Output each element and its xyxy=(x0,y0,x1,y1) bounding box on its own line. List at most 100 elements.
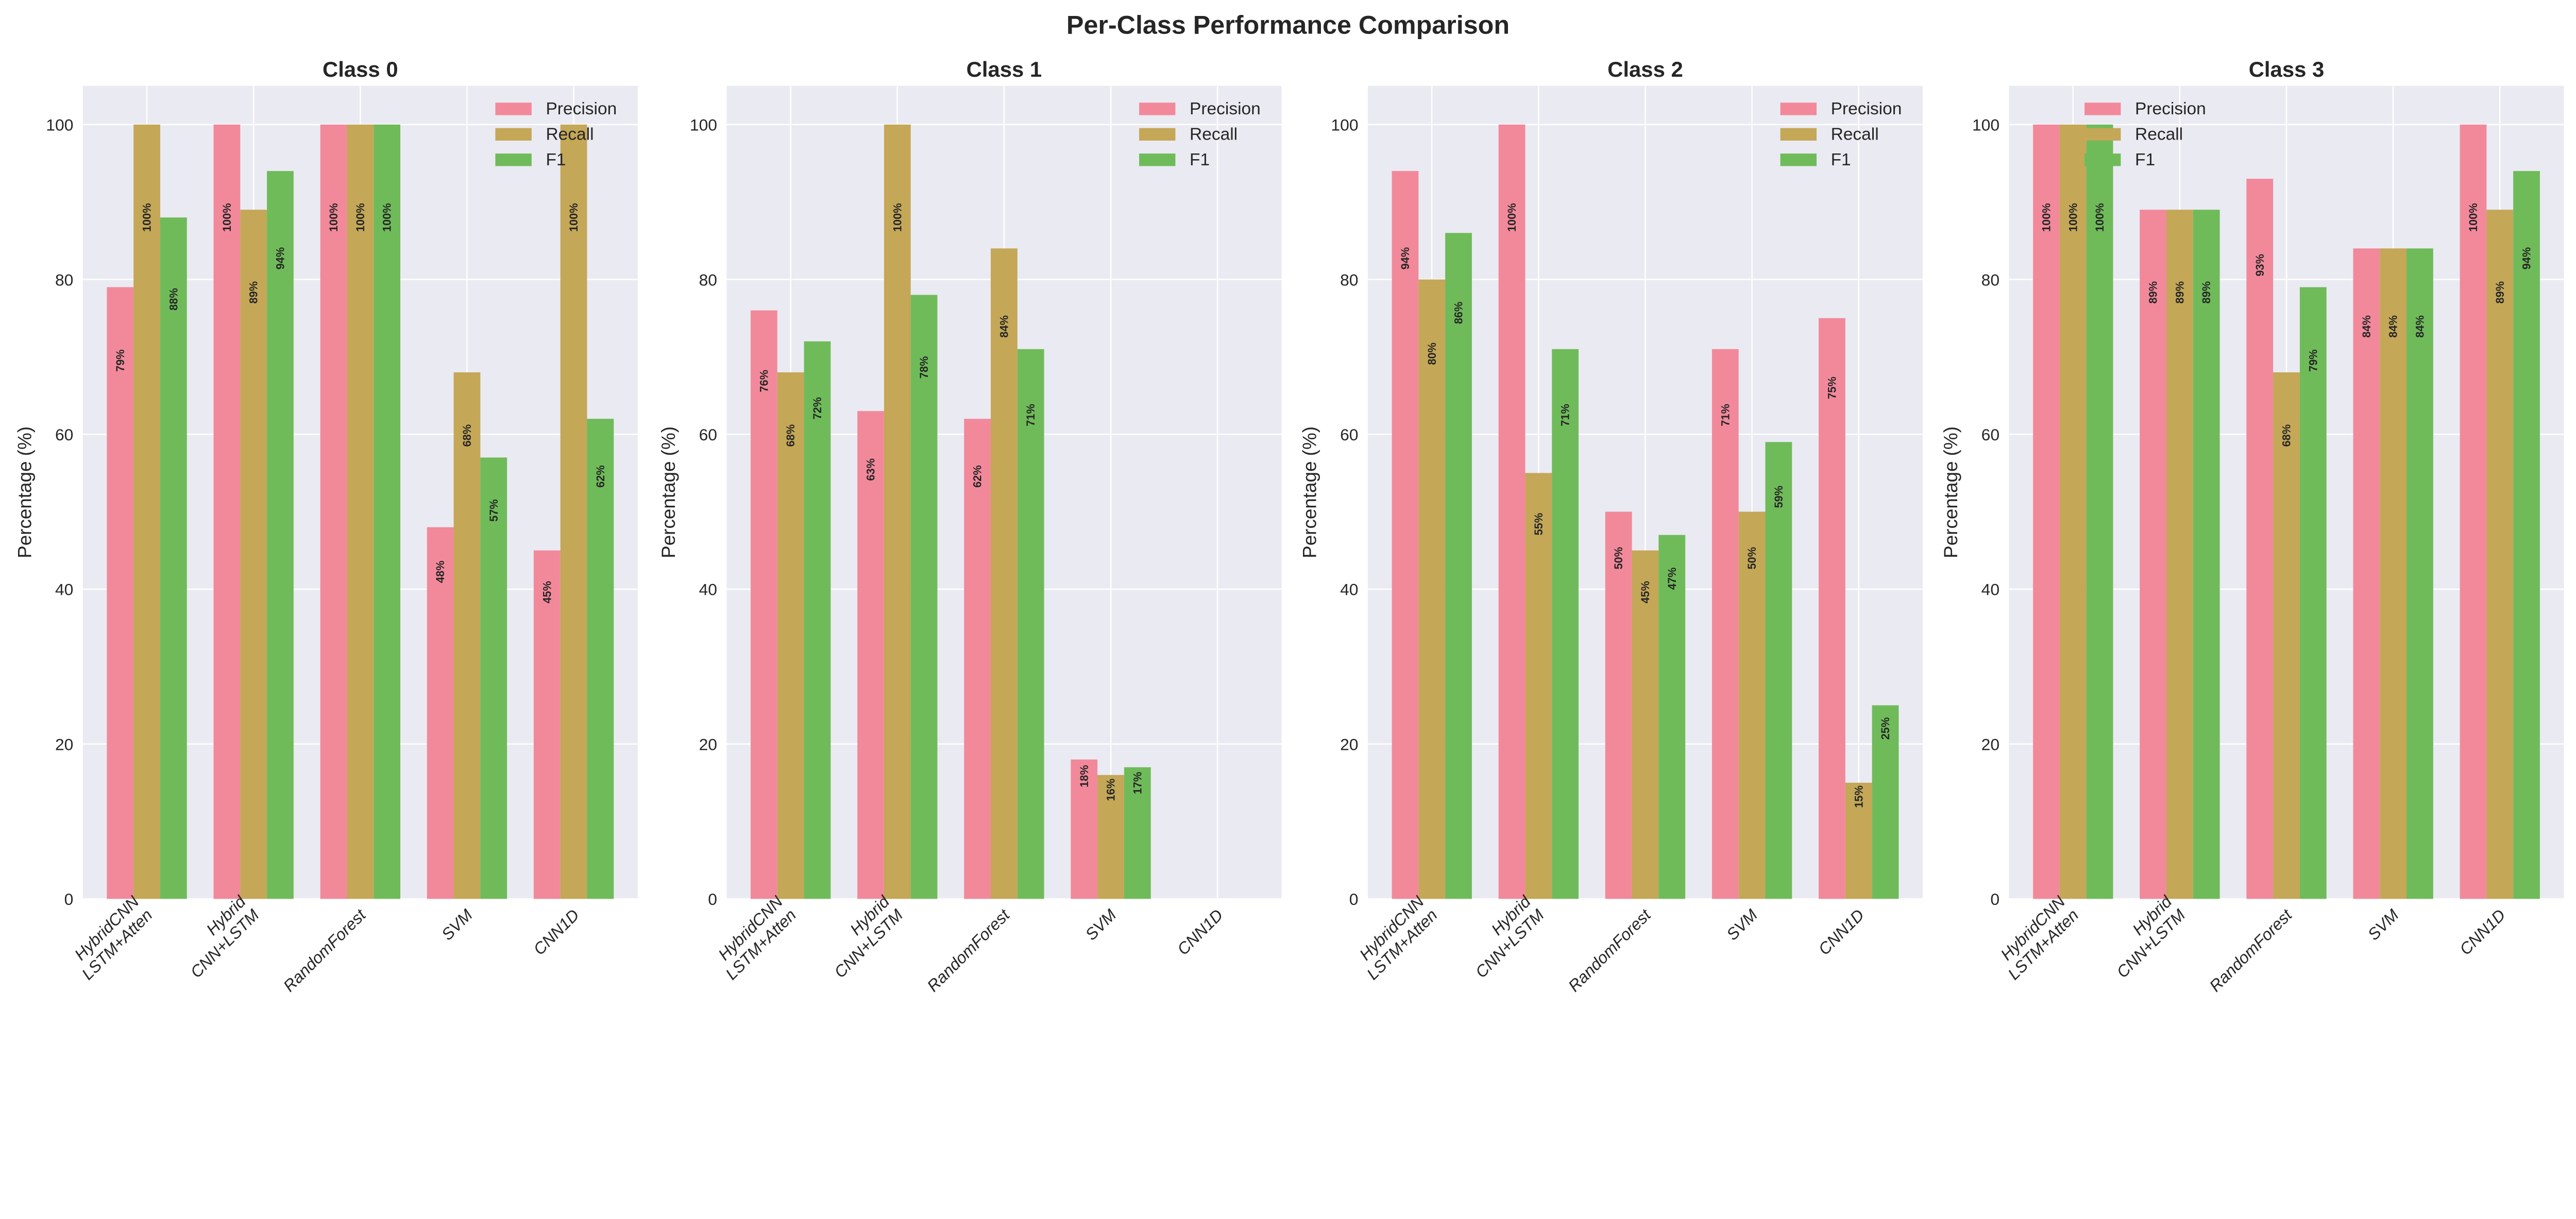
x-tick-label-line: CNN1D xyxy=(2456,905,2509,958)
legend-label: Recall xyxy=(546,125,594,144)
bar-precision xyxy=(1605,511,1632,899)
x-tick-label-line: RandomForest xyxy=(2206,905,2296,995)
x-tick-label-line: RandomForest xyxy=(923,905,1013,995)
bar-value-label: 89% xyxy=(2147,281,2160,304)
bar-recall xyxy=(240,210,267,899)
bar-value-label: 88% xyxy=(167,288,180,311)
y-tick-label: 80 xyxy=(1981,270,1999,289)
legend-swatch-precision xyxy=(1780,102,1817,115)
legend-swatch-precision xyxy=(2084,102,2121,115)
y-tick-label: 20 xyxy=(1340,735,1358,753)
legend-label: Recall xyxy=(2135,125,2183,144)
legend-swatch-recall xyxy=(1780,128,1817,141)
x-tick-label-line: SVM xyxy=(2364,905,2402,944)
bar-precision xyxy=(750,310,777,899)
bar-value-label: 100% xyxy=(381,203,394,232)
bar-value-label: 45% xyxy=(540,581,553,604)
bar-recall xyxy=(560,124,587,899)
bar-value-label: 79% xyxy=(114,349,127,372)
bar-precision xyxy=(320,124,347,899)
per-class-performance-figure: Per-Class Performance Comparison 0 20 40 60… xyxy=(14,10,2564,995)
subplot-0: 0 20 40 60 80 100 79% 100% 100% 48% 45% 100% 89% 100%… xyxy=(14,57,638,995)
legend: Precision Recall F1 xyxy=(1780,99,1902,169)
bar-f1 xyxy=(1124,767,1151,899)
bar-value-label: 100% xyxy=(2467,203,2480,232)
y-tick-label: 80 xyxy=(1340,270,1358,289)
x-tick-label: CNN1D xyxy=(1174,905,1227,958)
bar-precision xyxy=(2033,124,2060,899)
x-tick-label-line: CNN1D xyxy=(1815,905,1868,958)
bar-precision xyxy=(2353,248,2380,899)
y-axis-label: Percentage (%) xyxy=(1299,426,1320,558)
x-tick-label: HybridCNN+LSTM xyxy=(817,891,907,981)
y-tick-label: 40 xyxy=(55,580,73,599)
y-tick-label: 60 xyxy=(699,425,717,444)
bar-recall xyxy=(2486,210,2514,899)
bar-value-label: 94% xyxy=(274,247,287,270)
bar-precision xyxy=(2140,210,2167,899)
bar-f1 xyxy=(1017,349,1044,899)
y-tick-label: 100 xyxy=(1331,116,1358,134)
legend-swatch-precision xyxy=(1139,102,1176,115)
bar-f1 xyxy=(267,171,294,899)
bar-value-label: 100% xyxy=(891,203,904,232)
bar-value-label: 100% xyxy=(567,203,580,232)
x-tick-label: CNN1D xyxy=(530,905,583,958)
x-tick-label: SVM xyxy=(2364,905,2402,944)
bar-value-label: 76% xyxy=(757,370,770,392)
legend: Precision Recall F1 xyxy=(495,99,617,169)
bar-value-label: 62% xyxy=(971,465,984,488)
bar-value-label: 89% xyxy=(2173,281,2186,304)
bar-recall xyxy=(1525,473,1552,899)
x-tick-label-line: RandomForest xyxy=(1565,905,1655,995)
bar-precision xyxy=(533,550,561,899)
bar-value-label: 50% xyxy=(1745,547,1758,570)
bar-f1 xyxy=(1658,535,1686,899)
bar-f1 xyxy=(2299,287,2327,899)
bar-value-label: 86% xyxy=(1452,302,1465,324)
bar-f1 xyxy=(2406,248,2433,899)
bar-recall xyxy=(2059,124,2087,899)
bar-value-label: 80% xyxy=(1426,342,1438,365)
bar-value-label: 17% xyxy=(1131,772,1144,795)
x-tick-label: HybridCNNLSTM+Atten xyxy=(708,892,800,983)
bar-recall xyxy=(1097,775,1124,899)
y-tick-label: 0 xyxy=(1990,890,1999,908)
legend-swatch-f1 xyxy=(2084,153,2121,166)
subplot-title: Class 1 xyxy=(967,57,1042,81)
bar-value-label: 16% xyxy=(1105,779,1117,801)
x-tick-label: CNN1D xyxy=(1815,905,1868,958)
bar-recall xyxy=(777,372,804,899)
x-tick-label: HybridCNN+LSTM xyxy=(2099,891,2189,981)
bar-precision xyxy=(964,419,991,899)
bar-f1 xyxy=(480,457,507,899)
bar-value-label: 57% xyxy=(487,499,500,522)
legend-swatch-recall xyxy=(1139,128,1176,141)
bar-recall xyxy=(347,124,374,899)
subplot-title: Class 0 xyxy=(323,57,398,81)
y-tick-label: 20 xyxy=(699,735,717,753)
subplot-title: Class 2 xyxy=(1607,57,1683,81)
bar-value-label: 68% xyxy=(784,424,797,447)
legend-swatch-precision xyxy=(495,102,532,115)
x-tick-label: HybridCNNLSTM+Atten xyxy=(1991,892,2082,983)
bar-precision xyxy=(1392,171,1419,899)
y-tick-label: 100 xyxy=(46,116,73,134)
bar-f1 xyxy=(1765,442,1792,899)
bar-value-label: 94% xyxy=(2520,247,2533,270)
x-tick-label-line: CNN1D xyxy=(530,905,583,958)
bar-value-label: 71% xyxy=(1559,404,1572,426)
bar-value-label: 68% xyxy=(461,424,473,447)
x-tick-label: CNN1D xyxy=(2456,905,2509,958)
bar-recall xyxy=(991,248,1018,899)
bar-f1 xyxy=(1872,705,1899,899)
y-tick-label: 100 xyxy=(690,116,717,134)
legend: Precision Recall F1 xyxy=(2084,99,2206,169)
bar-value-label: 48% xyxy=(434,561,447,583)
legend-swatch-f1 xyxy=(1780,153,1817,166)
y-tick-label: 0 xyxy=(64,890,74,908)
bar-f1 xyxy=(160,217,187,899)
bar-f1 xyxy=(374,124,401,899)
x-tick-label: RandomForest xyxy=(280,905,370,995)
bar-value-label: 25% xyxy=(1879,717,1892,740)
